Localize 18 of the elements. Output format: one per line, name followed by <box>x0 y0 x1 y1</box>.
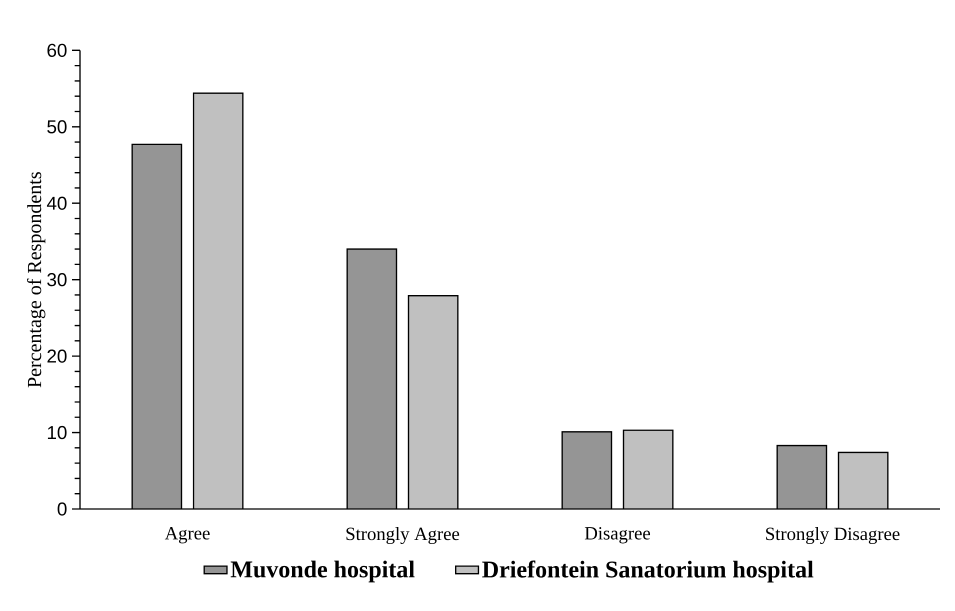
y-axis-title: Percentage of Respondents <box>26 172 46 388</box>
x-tick-label: Disagree <box>584 527 650 544</box>
x-tick-label: Agree <box>164 527 210 544</box>
y-tick-label: 60 <box>47 44 67 57</box>
y-tick-label: 40 <box>46 196 67 210</box>
legend-label: Driefontein Sanatorium hospital <box>482 560 814 582</box>
x-tick-label: Strongly Agree <box>346 527 460 544</box>
bar <box>132 144 182 510</box>
y-tick-label: 0 <box>58 502 67 516</box>
bar <box>347 249 397 510</box>
legend-label: Muvonde hospital <box>230 560 415 582</box>
bar <box>562 432 612 510</box>
y-tick-label: 20 <box>47 349 67 363</box>
y-tick-label: 50 <box>47 120 67 134</box>
y-tick-label: 30 <box>47 273 67 286</box>
y-tick-label: 10 <box>48 426 67 440</box>
bar <box>776 444 828 510</box>
x-tick-label: Strongly Disagree <box>766 527 900 544</box>
